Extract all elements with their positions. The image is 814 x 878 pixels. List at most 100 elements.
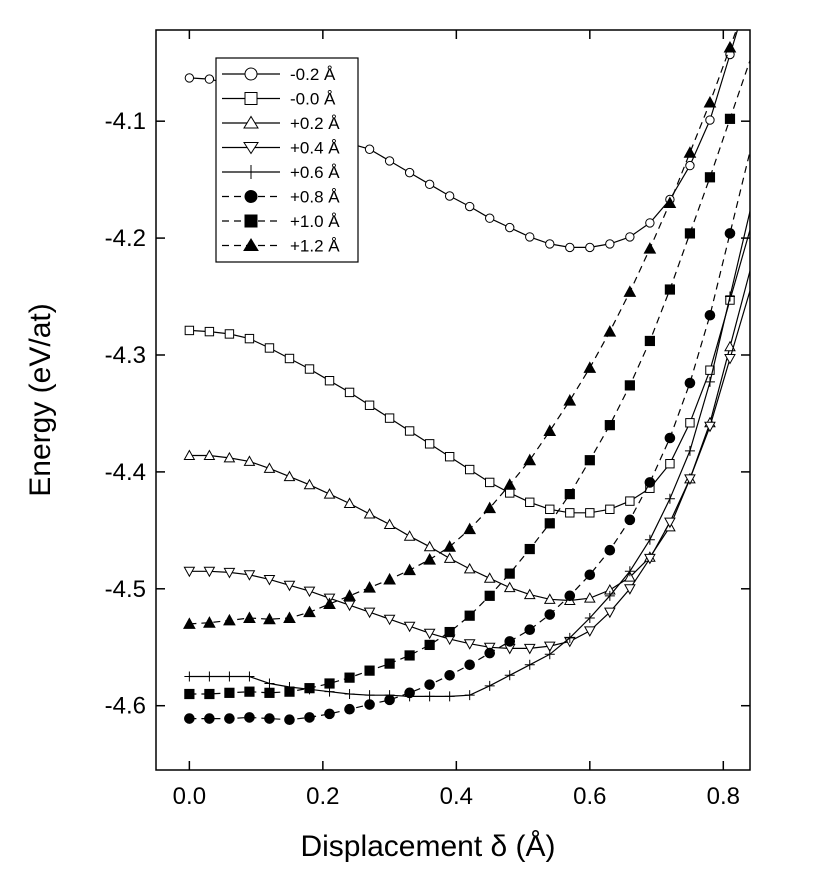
data-point (424, 179, 435, 190)
data-point (444, 451, 455, 462)
data-point (624, 380, 635, 391)
data-point (224, 687, 235, 698)
data-point (244, 671, 255, 682)
data-point (624, 584, 636, 595)
data-point (463, 562, 476, 574)
data-point (623, 285, 637, 297)
data-point (683, 146, 697, 158)
data-point (444, 191, 455, 201)
data-point (324, 708, 335, 720)
data-point (403, 530, 416, 541)
data-point (424, 691, 435, 702)
data-point (704, 309, 716, 321)
y-tick-label: -4.3 (105, 342, 146, 369)
data-point (704, 421, 716, 433)
data-point (403, 563, 416, 576)
data-point (524, 659, 535, 670)
data-point (604, 590, 615, 601)
data-point (204, 326, 215, 337)
data-point (564, 489, 575, 500)
data-point (183, 449, 196, 461)
x-tick-label: 0.4 (440, 783, 473, 810)
x-tick-label: 0.2 (306, 783, 339, 810)
data-point (585, 242, 595, 253)
data-point (184, 325, 195, 336)
data-point (384, 156, 395, 166)
y-tick-label: -4.6 (105, 693, 146, 720)
legend-label: +1.0 Å (290, 212, 340, 231)
data-point (264, 687, 275, 698)
legend-label: +0.6 Å (290, 163, 340, 182)
data-point (223, 613, 236, 626)
data-point (383, 614, 396, 626)
data-point (423, 628, 436, 640)
x-tick-label: 0.6 (573, 783, 606, 810)
data-point (605, 239, 615, 249)
data-point (184, 73, 195, 83)
data-point (685, 160, 695, 171)
data-point (603, 607, 616, 619)
data-point (605, 504, 615, 515)
series-7 (183, 30, 738, 629)
data-point (564, 590, 576, 602)
data-point (485, 213, 495, 223)
data-point (203, 449, 216, 461)
data-point (284, 686, 295, 697)
data-point (524, 624, 536, 636)
data-point (585, 508, 595, 518)
data-point (624, 566, 635, 577)
data-point (444, 626, 455, 638)
data-point (343, 589, 356, 601)
legend-marker (244, 92, 258, 105)
data-point (644, 335, 655, 347)
data-point (523, 643, 536, 655)
data-point (464, 201, 475, 212)
data-point (184, 671, 195, 682)
data-point (584, 613, 595, 624)
data-point (504, 670, 515, 681)
data-point (344, 689, 355, 700)
data-point (464, 610, 475, 621)
data-point (664, 284, 676, 295)
data-point (625, 232, 635, 242)
data-point (284, 714, 295, 726)
series-6 (184, 58, 750, 700)
data-point (643, 242, 657, 254)
data-point (463, 639, 476, 650)
data-point (724, 113, 736, 124)
data-point (383, 572, 396, 585)
data-point (264, 343, 275, 353)
data-point (464, 464, 475, 475)
series-5 (184, 149, 750, 726)
x-tick-label: 0.8 (707, 783, 740, 810)
data-point (484, 680, 495, 691)
data-point (684, 445, 695, 456)
data-point (523, 588, 536, 600)
data-point (244, 333, 255, 344)
data-point (404, 167, 415, 178)
data-point (404, 687, 415, 699)
data-point (644, 534, 655, 545)
data-point (443, 540, 457, 552)
data-point (424, 639, 435, 651)
data-point (443, 552, 456, 563)
data-point (645, 218, 655, 228)
data-point (723, 40, 737, 53)
data-point (223, 451, 236, 463)
data-point (203, 566, 216, 578)
data-point (484, 590, 495, 601)
legend-label: -0.2 Å (290, 65, 336, 84)
data-point (363, 607, 376, 619)
data-point (583, 592, 596, 603)
data-point (384, 694, 395, 706)
data-point (525, 232, 535, 242)
y-tick-label: -4.2 (105, 225, 146, 252)
data-point (684, 474, 696, 485)
x-axis-title: Displacement δ (Å) (300, 830, 555, 863)
data-point (223, 567, 236, 579)
data-point (364, 699, 375, 710)
legend-box (215, 57, 359, 263)
data-point (323, 597, 336, 609)
data-point (463, 522, 477, 535)
data-point (343, 600, 356, 612)
